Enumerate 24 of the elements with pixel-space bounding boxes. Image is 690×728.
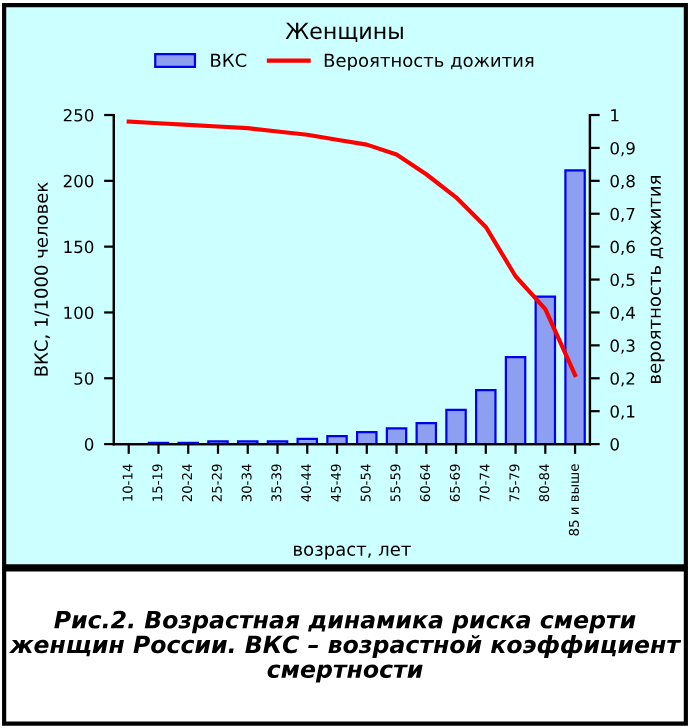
- chart-title: Женщины: [285, 22, 403, 42]
- y-tick-label: 50: [74, 372, 94, 385]
- y2-tick-label: 1: [611, 109, 619, 122]
- y2-tick-label: 0,5: [610, 273, 635, 288]
- y2-axis-title: вероятность дожития: [650, 176, 665, 383]
- y2-tick-label: 0,6: [610, 240, 635, 255]
- y2-tick-label: 0,1: [610, 405, 635, 420]
- y2-tick-label: 0,9: [610, 141, 635, 157]
- x-axis-title: возраст, лет: [294, 545, 411, 560]
- y2-tick-label: 0,3: [610, 339, 635, 354]
- legend-label: Вероятность дожития: [324, 53, 534, 71]
- y2-tick-label: 0,8: [610, 174, 635, 190]
- y2-tick-label: 0,2: [610, 372, 635, 387]
- y2-tick-label: 0: [610, 438, 619, 451]
- y-tick-label: 100: [64, 306, 94, 320]
- legend-label: ВКС: [211, 53, 247, 68]
- y2-tick-label: 0,4: [610, 306, 635, 321]
- y-tick-label: 200: [63, 174, 94, 188]
- y-axis-title: ВКС, 1/1000 человек: [34, 182, 50, 376]
- y-tick-label: 150: [64, 240, 94, 254]
- y-tick-label: 250: [63, 108, 94, 122]
- y-tick-label: 0: [84, 438, 94, 451]
- text: Рис.2. Возрастная динамика риска смерти женщин России. ВКС – возрастной коэффициент смертности: [9, 610, 682, 683]
- y2-tick-label: 0,7: [610, 207, 635, 223]
